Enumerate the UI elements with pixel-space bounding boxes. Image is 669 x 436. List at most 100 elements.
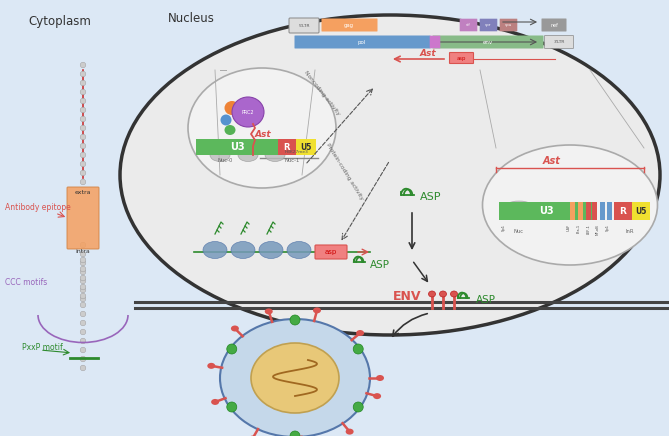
Text: CCC motifs: CCC motifs (5, 278, 47, 287)
Text: R: R (284, 143, 290, 151)
Circle shape (80, 293, 86, 299)
Text: 3'LTR: 3'LTR (553, 40, 565, 44)
Circle shape (80, 242, 86, 248)
Text: Ast: Ast (543, 156, 561, 166)
Circle shape (227, 344, 237, 354)
Circle shape (80, 98, 86, 104)
Ellipse shape (188, 68, 336, 188)
Ellipse shape (429, 291, 436, 297)
Circle shape (80, 338, 86, 344)
Ellipse shape (287, 242, 311, 259)
Circle shape (80, 80, 86, 86)
Circle shape (80, 251, 86, 257)
Circle shape (80, 266, 86, 272)
Bar (278, 139, 296, 155)
Bar (296, 139, 316, 155)
Circle shape (80, 365, 86, 371)
Text: USF: USF (567, 224, 571, 231)
Text: H3K27me3: H3K27me3 (285, 150, 309, 154)
Text: vif: vif (466, 23, 471, 27)
Bar (499, 202, 594, 220)
Text: 5'LTR: 5'LTR (298, 24, 310, 27)
Circle shape (80, 356, 86, 362)
Ellipse shape (313, 307, 321, 313)
FancyBboxPatch shape (545, 35, 573, 48)
Circle shape (80, 302, 86, 308)
Circle shape (80, 143, 86, 149)
Circle shape (353, 344, 363, 354)
Ellipse shape (265, 149, 285, 161)
Text: Protein-coding activity: Protein-coding activity (325, 143, 365, 201)
FancyBboxPatch shape (294, 35, 430, 48)
FancyBboxPatch shape (460, 19, 477, 31)
Text: Ets-1: Ets-1 (577, 224, 581, 233)
Circle shape (227, 402, 237, 412)
Text: LEF-1: LEF-1 (587, 224, 591, 234)
Text: pol: pol (358, 40, 366, 44)
Circle shape (80, 152, 86, 158)
Bar (196, 139, 278, 155)
Text: U3: U3 (229, 142, 244, 152)
Text: Nuc-1: Nuc-1 (284, 158, 300, 163)
Text: PRC2: PRC2 (242, 109, 254, 115)
Text: U5: U5 (636, 207, 647, 215)
Ellipse shape (373, 393, 381, 399)
Ellipse shape (220, 319, 370, 436)
Ellipse shape (232, 97, 264, 127)
Ellipse shape (221, 115, 231, 126)
Ellipse shape (225, 125, 235, 135)
Text: nef: nef (550, 23, 558, 27)
FancyBboxPatch shape (480, 19, 497, 31)
Ellipse shape (440, 291, 446, 297)
Text: gag: gag (344, 23, 354, 27)
Text: Cytoplasm: Cytoplasm (28, 15, 91, 28)
Circle shape (290, 315, 300, 325)
Text: ASP: ASP (476, 295, 496, 305)
Ellipse shape (231, 326, 239, 331)
FancyBboxPatch shape (315, 245, 347, 259)
Circle shape (80, 71, 86, 77)
Circle shape (80, 125, 86, 131)
Text: ASP: ASP (420, 192, 442, 202)
Text: Sp1: Sp1 (502, 224, 506, 231)
Bar (586, 202, 591, 220)
Ellipse shape (482, 145, 658, 265)
FancyBboxPatch shape (429, 36, 440, 48)
Circle shape (80, 62, 86, 68)
FancyBboxPatch shape (450, 52, 474, 64)
Ellipse shape (356, 330, 364, 336)
Text: env: env (483, 40, 493, 44)
Ellipse shape (225, 101, 240, 115)
Bar (592, 202, 597, 220)
FancyBboxPatch shape (541, 18, 567, 31)
Circle shape (80, 116, 86, 122)
Text: asp: asp (456, 55, 466, 61)
Ellipse shape (265, 308, 273, 314)
Circle shape (80, 269, 86, 275)
Text: Antibody epitope: Antibody epitope (5, 203, 71, 212)
Circle shape (80, 257, 86, 263)
Ellipse shape (120, 15, 660, 335)
FancyBboxPatch shape (500, 19, 517, 31)
Text: Ast: Ast (255, 130, 272, 139)
Circle shape (80, 161, 86, 167)
FancyBboxPatch shape (432, 35, 543, 48)
Text: R: R (619, 207, 626, 215)
Text: Noncoding activity: Noncoding activity (303, 70, 341, 116)
Circle shape (80, 134, 86, 140)
Circle shape (80, 107, 86, 113)
Circle shape (80, 89, 86, 95)
Bar (570, 202, 575, 220)
Ellipse shape (450, 291, 458, 297)
Text: PxxP motif: PxxP motif (22, 343, 63, 352)
Circle shape (80, 278, 86, 284)
Ellipse shape (346, 429, 354, 435)
Circle shape (80, 296, 86, 302)
Text: extra: extra (75, 190, 91, 195)
Text: Nuc: Nuc (514, 229, 524, 234)
Ellipse shape (211, 399, 219, 405)
Text: ASP: ASP (370, 260, 390, 270)
Circle shape (80, 275, 86, 281)
Bar (632, 202, 650, 220)
Ellipse shape (210, 149, 230, 161)
